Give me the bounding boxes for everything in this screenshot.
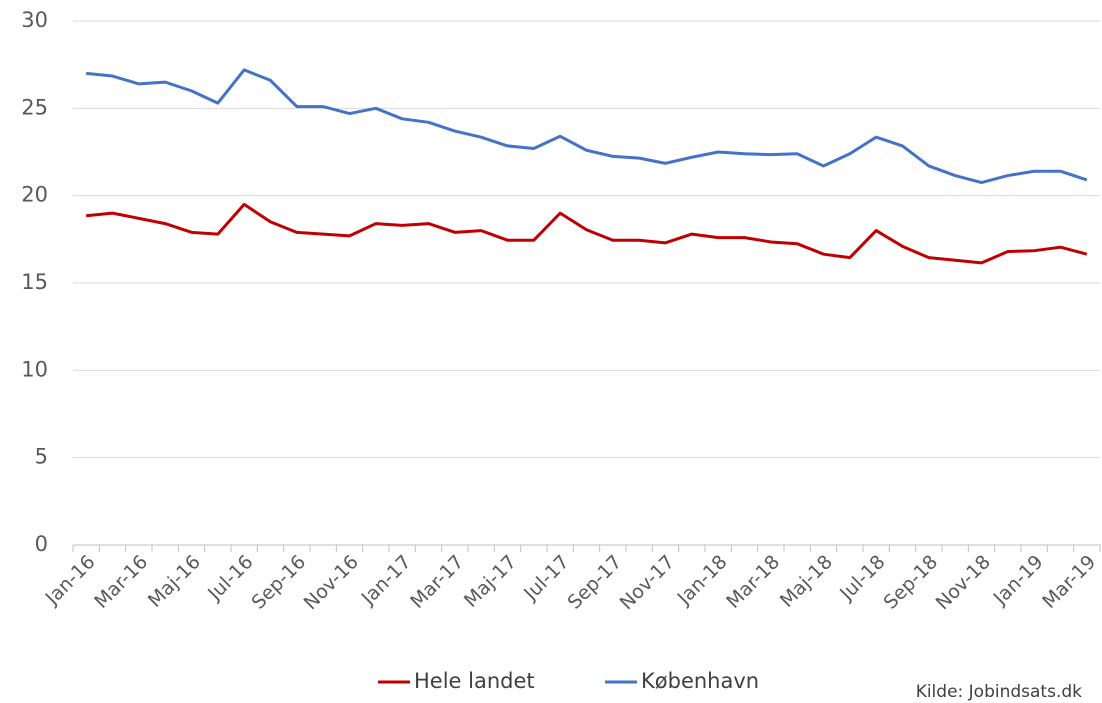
x-tick-label: Sep-18: [879, 551, 942, 614]
x-tick-label: Mar-18: [722, 551, 784, 613]
x-tick-label: Nov-18: [932, 551, 995, 614]
legend-label: København: [641, 669, 759, 693]
y-tick-label: 0: [35, 532, 48, 556]
series-line: [86, 202, 1088, 265]
source: Kilde: Jobindsats.dk: [916, 682, 1082, 702]
y-tick-label: 10: [21, 357, 48, 381]
x-tick-label: Maj-18: [776, 551, 837, 612]
x-tick-label: Jan-19: [989, 551, 1048, 610]
x-tick-label: Sep-16: [247, 551, 310, 614]
series-line: [86, 68, 1088, 185]
y-tick-label: 20: [21, 183, 48, 207]
x-tick-label: Maj-17: [460, 551, 521, 612]
y-tick-label: 30: [21, 8, 48, 32]
x-tick-label: Mar-19: [1038, 551, 1100, 613]
x-tick-label: Sep-17: [563, 551, 626, 614]
x-tick-label: Maj-16: [144, 551, 205, 612]
x-tick-label: Mar-17: [406, 551, 468, 613]
y-tick-label: 15: [21, 270, 48, 294]
legend-label: Hele landet: [414, 669, 535, 693]
x-tick-label: Nov-17: [616, 551, 679, 614]
x-tick-label: Nov-16: [300, 551, 363, 614]
x-tick-label: Jan-18: [673, 551, 732, 610]
x-tick-label: Mar-16: [90, 551, 152, 613]
x-tick-label: Jan-16: [41, 551, 100, 610]
x-tick-label: Jan-17: [357, 551, 416, 610]
y-tick-label: 25: [21, 95, 48, 119]
y-tick-label: 5: [35, 445, 48, 469]
